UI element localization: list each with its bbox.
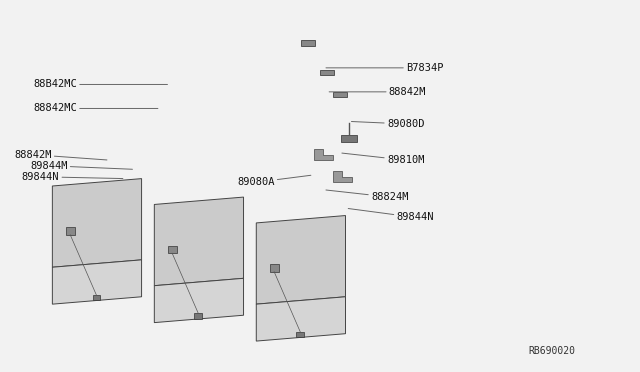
Text: B7834P: B7834P: [326, 63, 444, 73]
Polygon shape: [154, 197, 244, 286]
Text: 89844N: 89844N: [348, 209, 434, 222]
Bar: [168, 246, 177, 253]
Text: 88842M: 88842M: [14, 150, 107, 160]
Bar: [333, 92, 347, 97]
Text: 89810M: 89810M: [342, 153, 424, 165]
Polygon shape: [256, 297, 346, 341]
Bar: [269, 264, 279, 272]
Text: 88842M: 88842M: [329, 87, 426, 97]
Text: 89080D: 89080D: [351, 119, 424, 129]
Bar: [296, 332, 304, 337]
Text: 89080A: 89080A: [237, 175, 311, 187]
Polygon shape: [52, 179, 141, 267]
Text: 88824M: 88824M: [326, 190, 408, 202]
Text: 89844M: 89844M: [30, 161, 132, 171]
Polygon shape: [52, 260, 141, 304]
Polygon shape: [256, 215, 346, 304]
Bar: [320, 70, 334, 75]
Text: 88842MC: 88842MC: [33, 103, 158, 113]
Polygon shape: [314, 149, 333, 160]
Bar: [195, 313, 202, 319]
Polygon shape: [154, 278, 244, 323]
Text: 89844N: 89844N: [22, 172, 123, 182]
Bar: [341, 135, 357, 142]
Text: 88B42MC: 88B42MC: [33, 80, 168, 89]
Bar: [66, 227, 76, 235]
Polygon shape: [333, 171, 352, 182]
Bar: [301, 40, 315, 46]
Bar: [93, 295, 100, 301]
Text: RB690020: RB690020: [528, 346, 575, 356]
